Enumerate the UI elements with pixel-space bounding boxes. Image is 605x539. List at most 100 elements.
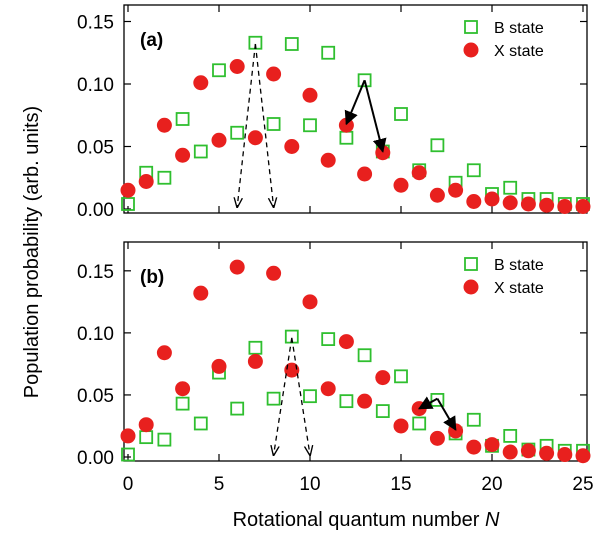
b-state-point [357,348,372,363]
x-state-point [575,199,591,214]
x-state-point [320,381,336,397]
b-state-point [284,329,299,344]
legend-marker-b [464,257,478,271]
b-state-point [466,163,481,178]
x-tick-label: 5 [214,474,225,495]
x-state-point [338,117,354,133]
x-state-point [411,165,427,181]
x-state-point [520,196,536,212]
y-axis-label: Population probability (arb. units) [21,106,43,398]
plot-frame [123,4,588,214]
x-state-point [466,194,482,209]
b-state-point [266,391,281,406]
x-axis-label-text: Rotational quantum number [233,509,485,531]
y-tick-label: 0.05 [77,386,114,407]
dashed-arrow [274,337,293,455]
x-state-point [557,199,573,214]
y-tick-label: 0.15 [77,13,114,34]
x-state-point [266,265,282,281]
b-state-point [503,428,518,443]
legend-marker-b [464,20,478,34]
b-state-point [339,130,354,145]
x-state-point [375,370,391,386]
x-state-point [156,345,172,361]
panel-b: 0.00 0.05 0.10 0.15 0 5 10 15 20 25 (b) B state X st… [77,241,594,495]
panel-label: (b) [140,267,164,288]
x-state-point [156,117,172,133]
x-tick-label: 25 [572,474,593,495]
b-state-point [193,144,208,159]
x-state-point [302,294,318,310]
b-state-point [175,112,190,126]
b-state-point [230,401,245,416]
b-state-point [394,369,408,384]
x-state-point [138,417,154,433]
panel-label: (a) [140,30,163,51]
dashed-arrow [291,337,310,455]
solid-arrow [417,396,438,410]
b-state-point [175,396,190,411]
x-state-point [357,393,373,409]
b-state-point [503,180,518,195]
panel-a: 0.00 0.05 0.10 0.15 (a) B state X state [77,4,591,221]
legend-entry: B state [494,257,544,274]
y-tick-label: 0.15 [77,262,114,283]
b-state-point [303,389,317,404]
x-state-point [138,174,154,189]
b-state-point [321,45,336,60]
x-state-point [484,437,500,453]
y-tick-label: 0.00 [77,448,114,469]
x-state-point [211,132,227,148]
legend-entry: X state [494,43,544,60]
x-state-point [338,334,354,350]
x-tick-label: 10 [299,474,320,495]
b-state-point [266,117,281,131]
solid-arrow [436,398,457,431]
x-tick-label: 15 [390,474,411,495]
b-state-point [157,170,172,185]
x-state-point [557,447,573,463]
x-tick-label: 0 [123,474,134,495]
x-state-point [393,418,409,434]
b-state-point [230,125,245,140]
x-state-point [429,430,445,446]
x-state-point [211,358,227,374]
b-state-point [412,416,427,431]
b-state-point [139,430,154,445]
solid-arrow [344,79,366,126]
y-tick-label: 0.10 [77,324,114,345]
b-state-point [303,118,317,133]
x-state-point [484,191,500,207]
b-state-point [430,138,445,153]
legend-marker-x [463,42,479,58]
x-state-point [266,66,282,82]
x-axis-label: Rotational quantum number N [233,509,500,531]
b-state-point [339,394,354,409]
x-state-point [393,177,409,193]
b-state-point [121,447,135,462]
y-tick-label: 0.10 [77,75,114,96]
legend-entry: B state [494,20,544,37]
b-state-point [394,107,408,121]
b-state-point [212,63,226,78]
y-tick-label: 0.05 [77,138,114,159]
plot-frame [123,241,588,462]
x-state-point [247,130,263,146]
x-state-point [229,59,245,74]
x-state-point [302,87,318,103]
x-state-point [175,381,191,397]
x-state-point [320,152,336,168]
x-state-point [247,353,263,369]
x-state-point [448,182,464,198]
y-tick-label: 0.00 [77,200,114,221]
b-state-point [248,340,263,355]
b-state-point [466,412,481,427]
b-state-point [157,432,172,447]
x-state-point [466,439,482,455]
x-state-point [175,147,191,163]
x-state-point [448,423,464,439]
x-state-point [539,445,555,461]
x-state-point [120,428,136,444]
x-state-point [575,448,591,464]
legend-marker-x [463,279,479,295]
